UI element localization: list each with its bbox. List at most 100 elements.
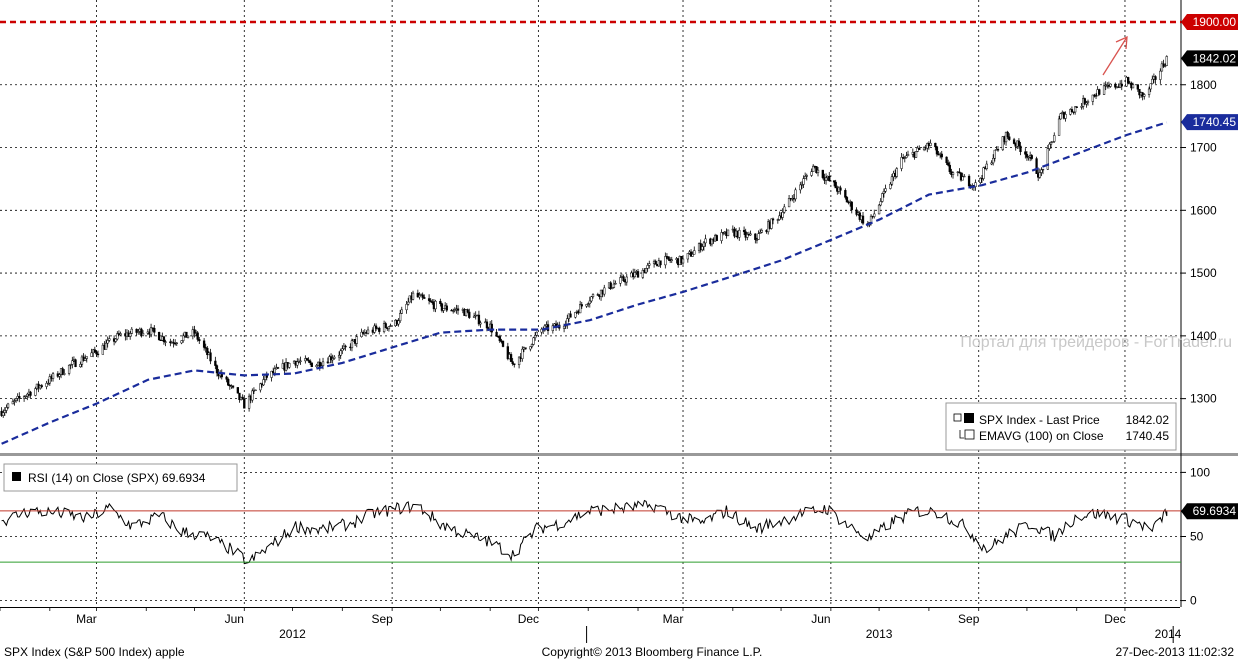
price-candle bbox=[935, 145, 939, 157]
price-candle-body bbox=[34, 388, 37, 396]
price-candle-body bbox=[900, 157, 903, 169]
price-candle-body bbox=[108, 338, 111, 341]
price-candle-body bbox=[958, 171, 961, 174]
rsi-ytick-label-50: 50 bbox=[1190, 529, 1204, 543]
price-candle-body bbox=[781, 211, 784, 218]
price-candle bbox=[251, 388, 254, 403]
price-candle-body bbox=[315, 365, 318, 368]
price-candle bbox=[760, 228, 763, 234]
price-candle-body bbox=[906, 154, 910, 157]
price-candle bbox=[423, 294, 426, 299]
price-candle bbox=[95, 350, 98, 357]
price-candle-body bbox=[305, 358, 309, 361]
price-candle-body bbox=[1075, 106, 1078, 108]
rsi-legend-swatch bbox=[12, 472, 21, 481]
price-candle-body bbox=[202, 340, 206, 348]
price-candle-body bbox=[1131, 84, 1135, 89]
price-candle-body bbox=[611, 287, 614, 289]
price-candle-body bbox=[399, 313, 402, 322]
price-candle-body bbox=[2, 412, 5, 416]
price-candle bbox=[440, 302, 444, 313]
price-candle bbox=[225, 375, 228, 383]
x-axis: Mar Jun Sep Dec Mar Jun Sep Dec 2012 2013 2014 bbox=[0, 607, 1182, 643]
price-candle-body bbox=[339, 350, 342, 356]
price-candle bbox=[644, 267, 648, 273]
price-candle bbox=[889, 182, 892, 190]
price-candle-body bbox=[1008, 136, 1011, 140]
rsi-y-ticks: 0 50 100 bbox=[1181, 465, 1210, 608]
price-candle-body bbox=[704, 238, 707, 244]
price-candle bbox=[1114, 82, 1117, 90]
price-candle-body bbox=[850, 201, 853, 211]
price-candle-body bbox=[48, 376, 51, 384]
price-candle-body bbox=[1064, 114, 1067, 119]
value-badge-1900-00-shape bbox=[1181, 13, 1238, 30]
price-candle-body bbox=[69, 364, 72, 366]
price-candle-body bbox=[104, 342, 108, 350]
price-candle bbox=[781, 208, 784, 221]
price-candle bbox=[307, 357, 310, 363]
price-candle-body bbox=[434, 300, 437, 310]
rsi-badge-69-6934-label: 69.6934 bbox=[1193, 504, 1237, 518]
price-candle-body bbox=[895, 168, 898, 177]
price-candle bbox=[3, 407, 6, 416]
price-candle-body bbox=[585, 304, 588, 307]
price-candle-body bbox=[633, 272, 636, 277]
price-candle-body bbox=[535, 331, 538, 336]
price-candle bbox=[815, 166, 818, 174]
price-candle bbox=[405, 301, 408, 314]
price-candle bbox=[456, 305, 460, 315]
rsi-ytick-label-0: 0 bbox=[1190, 594, 1197, 608]
price-candle-body bbox=[429, 300, 432, 302]
price-candle bbox=[1059, 112, 1062, 120]
price-candle bbox=[900, 153, 903, 172]
price-candle-body bbox=[877, 204, 881, 215]
value-badge-1842-02: 1842.02 bbox=[1181, 50, 1238, 67]
price-candle-body bbox=[198, 339, 201, 342]
price-candle bbox=[288, 362, 291, 369]
price-candle bbox=[1127, 76, 1130, 85]
price-candle-body bbox=[929, 142, 932, 146]
price-candle bbox=[529, 346, 532, 352]
price-candle-body bbox=[135, 328, 138, 333]
price-candle bbox=[85, 356, 88, 363]
price-candle-body bbox=[74, 359, 77, 367]
price-candle bbox=[243, 396, 246, 409]
price-candle-body bbox=[423, 297, 426, 299]
price-candle-body bbox=[738, 229, 741, 238]
price-candle-body bbox=[366, 329, 370, 334]
price-candle bbox=[1053, 132, 1056, 143]
price-candle-body bbox=[241, 397, 244, 400]
price-candle bbox=[845, 195, 849, 203]
price-candle bbox=[101, 343, 105, 355]
price-candle-body bbox=[307, 359, 310, 362]
price-candle-body bbox=[206, 347, 209, 356]
price-candle-body bbox=[254, 389, 257, 391]
price-candle-body bbox=[961, 176, 964, 181]
price-candle-body bbox=[569, 313, 572, 318]
price-candle bbox=[442, 308, 445, 313]
price-candle-body bbox=[945, 156, 948, 164]
price-candle-body bbox=[1162, 63, 1165, 67]
price-candle-body bbox=[498, 336, 501, 342]
price-candle-body bbox=[710, 238, 714, 245]
x-month-label-mar: Mar bbox=[76, 612, 97, 626]
price-candle bbox=[540, 327, 543, 335]
price-candle bbox=[247, 393, 251, 412]
price-candle-body bbox=[276, 367, 280, 369]
price-candle bbox=[903, 155, 906, 163]
price-candle-body bbox=[614, 283, 617, 285]
rsi-ytick-label-100: 100 bbox=[1190, 465, 1210, 479]
price-legend-box bbox=[945, 402, 1177, 451]
price-candle-body bbox=[333, 356, 336, 359]
price-candle bbox=[1138, 88, 1141, 99]
price-candle bbox=[1162, 59, 1165, 69]
price-candle-body bbox=[485, 321, 489, 329]
price-candle bbox=[726, 229, 730, 237]
x-month-label-sep: Sep bbox=[958, 612, 980, 626]
price-candle bbox=[771, 217, 775, 225]
x-year-label-2013: 2013 bbox=[866, 627, 893, 641]
price-candle-body bbox=[726, 229, 730, 236]
price-candle-body bbox=[681, 258, 685, 264]
price-candle-body bbox=[1051, 141, 1054, 143]
